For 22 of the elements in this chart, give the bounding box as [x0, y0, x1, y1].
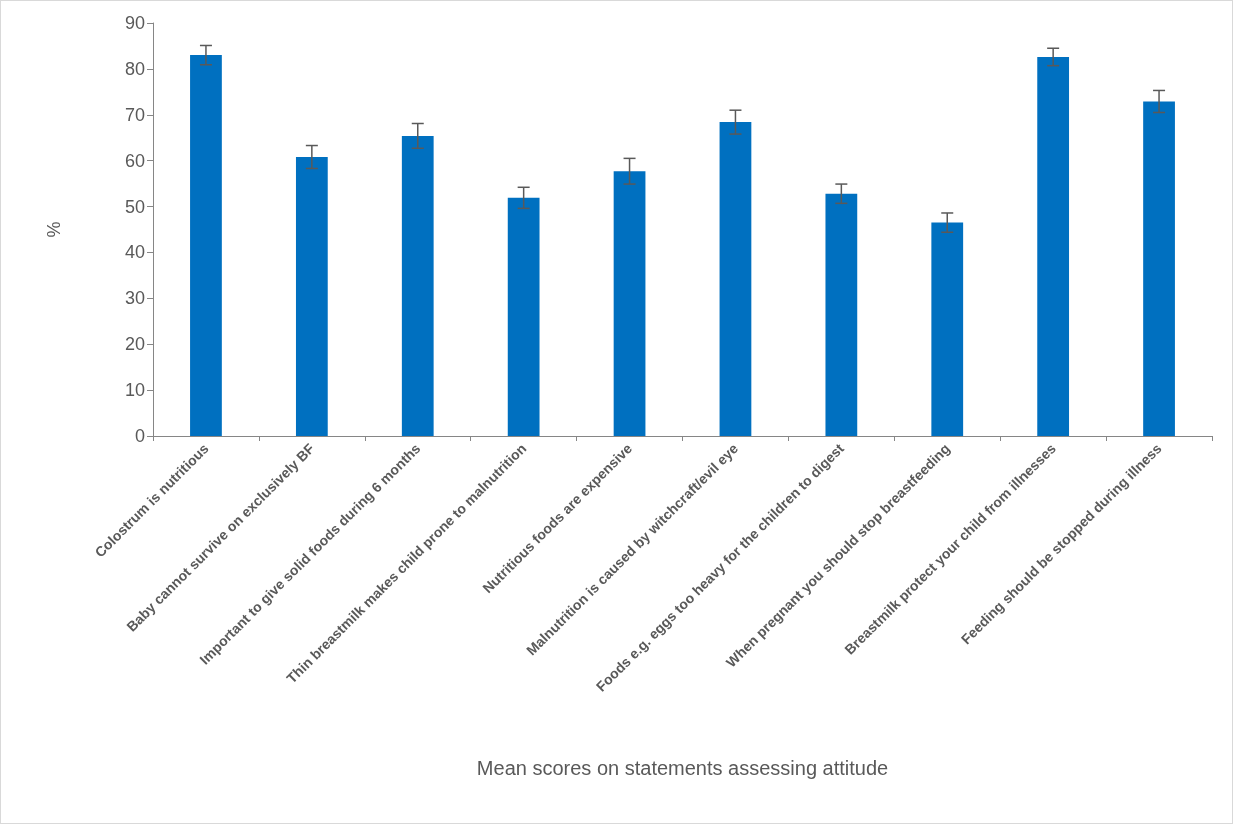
bar: [719, 122, 752, 436]
y-tick-label: 20: [124, 334, 145, 355]
bar: [507, 197, 540, 436]
bar: [190, 55, 222, 436]
y-tick-label: 80: [124, 58, 145, 79]
bar: [613, 171, 646, 436]
y-axis-title: %: [44, 221, 64, 238]
bar: [295, 157, 328, 436]
x-axis-title: Mean scores on statements assessing attitude: [476, 757, 889, 779]
y-tick-label: 50: [124, 196, 145, 217]
bar: [401, 135, 434, 436]
y-tick-label: 60: [124, 150, 145, 171]
bar: [1143, 101, 1175, 436]
bar: [825, 193, 858, 436]
y-tick-label: 10: [124, 380, 145, 401]
y-tick-label: 90: [124, 13, 145, 33]
bar: [1037, 56, 1070, 436]
y-tick-label: 70: [124, 104, 145, 125]
y-tick-label: 40: [124, 242, 145, 263]
y-tick-label: 30: [124, 288, 145, 309]
bar: [931, 222, 964, 436]
y-tick-label: 0: [134, 426, 145, 446]
